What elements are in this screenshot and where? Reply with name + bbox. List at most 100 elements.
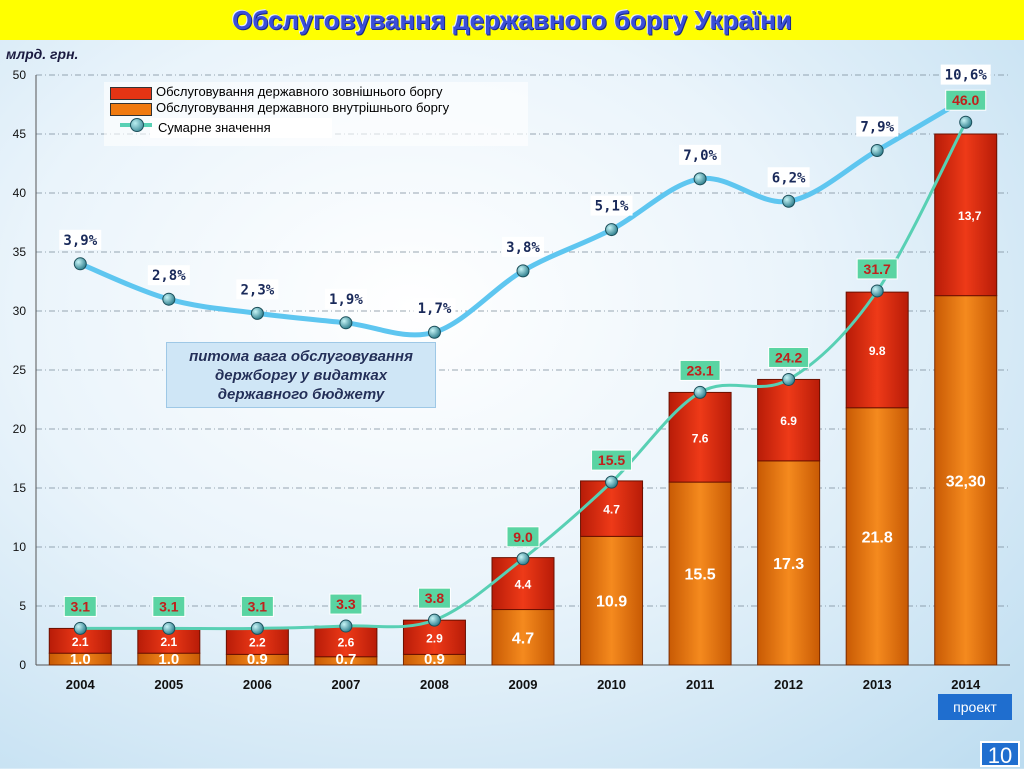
total-point <box>251 622 263 634</box>
share-point <box>871 145 883 157</box>
x-tick-label: 2004 <box>66 677 96 692</box>
total-point <box>960 116 972 128</box>
x-tick-label: 2010 <box>597 677 626 692</box>
share-point <box>694 173 706 185</box>
share-label: 2,3% <box>241 282 275 298</box>
bar-label-external: 6.9 <box>780 414 797 428</box>
bar-label-external: 4.4 <box>515 578 532 592</box>
legend-label-external: Обслуговування державного зовнішнього бо… <box>156 84 442 99</box>
total-label: 31.7 <box>864 261 891 277</box>
bar-label-external: 4.7 <box>603 503 620 517</box>
x-tick-label: 2005 <box>154 677 183 692</box>
bar-label-external: 9.8 <box>869 344 886 358</box>
y-tick-label: 0 <box>19 658 26 672</box>
bar-label-external: 2.6 <box>338 635 355 649</box>
legend-label-internal: Обслуговування державного внутрішнього б… <box>156 100 449 115</box>
share-point <box>340 317 352 329</box>
bar-label-internal: 10.9 <box>596 594 627 611</box>
y-tick-label: 15 <box>13 481 27 495</box>
legend-marker-sum <box>130 118 144 132</box>
share-point <box>783 195 795 207</box>
y-tick-label: 10 <box>13 540 27 554</box>
total-label: 3.3 <box>336 596 356 612</box>
total-label: 3.1 <box>248 598 268 614</box>
x-tick-label: 2008 <box>420 677 449 692</box>
total-point <box>606 476 618 488</box>
x-tick-label: 2009 <box>509 677 538 692</box>
x-tick-label: 2007 <box>331 677 360 692</box>
y-tick-label: 35 <box>13 245 27 259</box>
x-tick-label: 2012 <box>774 677 803 692</box>
total-label: 3.1 <box>159 598 179 614</box>
share-of-budget-note: питома вага обслуговування держборгу у в… <box>166 342 436 408</box>
chart-legend: Обслуговування державного зовнішнього бо… <box>104 82 528 146</box>
x-tick-label: 2011 <box>686 677 714 692</box>
bar-label-external: 2.1 <box>160 635 177 649</box>
share-note-line-2: держборгу у видатках <box>167 366 435 385</box>
share-label: 2,8% <box>152 268 186 284</box>
share-label: 6,2% <box>772 170 806 186</box>
total-point <box>340 620 352 632</box>
y-tick-label: 25 <box>13 363 27 377</box>
total-label: 9.0 <box>513 529 533 545</box>
share-label: 3,9% <box>63 233 97 249</box>
share-note-line-1: питома вага обслуговування <box>167 347 435 366</box>
share-label: 7,9% <box>860 120 894 136</box>
y-tick-label: 5 <box>19 599 26 613</box>
legend-swatch-internal <box>110 103 152 116</box>
x-tick-label: 2014 <box>951 677 981 692</box>
bar-label-internal: 0.9 <box>247 651 268 668</box>
y-tick-label: 30 <box>13 304 27 318</box>
share-label: 10,6% <box>945 68 988 84</box>
bar-label-external: 13,7 <box>958 209 982 223</box>
total-label: 15.5 <box>598 452 625 468</box>
total-point <box>517 553 529 565</box>
share-point <box>517 265 529 277</box>
share-label: 1,9% <box>329 292 363 308</box>
total-point <box>871 285 883 297</box>
share-point <box>606 224 618 236</box>
bar-label-internal: 0.7 <box>335 651 356 668</box>
legend-label-sum: Сумарне значення <box>158 120 271 135</box>
share-point <box>251 307 263 319</box>
share-point <box>428 326 440 338</box>
share-label: 7,0% <box>683 148 717 164</box>
bar-label-internal: 1.0 <box>158 651 179 668</box>
total-point <box>74 622 86 634</box>
total-label: 24.2 <box>775 349 802 365</box>
bar-label-external: 7.6 <box>692 431 709 445</box>
total-point <box>163 622 175 634</box>
total-point <box>783 373 795 385</box>
bar-label-internal: 32,30 <box>946 473 986 490</box>
total-label: 3.8 <box>425 590 445 606</box>
bar-label-external: 2.1 <box>72 635 89 649</box>
share-label: 1,7% <box>418 301 452 317</box>
total-label: 46.0 <box>952 92 979 108</box>
bar-label-external: 2.2 <box>249 635 266 649</box>
share-label: 3,8% <box>506 240 540 256</box>
y-tick-label: 50 <box>13 68 27 82</box>
bar-label-external: 2.9 <box>426 631 443 645</box>
bar-label-internal: 0.9 <box>424 651 445 668</box>
y-tick-label: 40 <box>13 186 27 200</box>
legend-swatch-external <box>110 87 152 100</box>
total-point <box>694 386 706 398</box>
x-tick-label: 2013 <box>863 677 892 692</box>
project-badge: проект <box>938 694 1012 720</box>
y-tick-label: 20 <box>13 422 27 436</box>
total-label: 23.1 <box>686 362 713 378</box>
y-tick-label: 45 <box>13 127 27 141</box>
share-point <box>74 258 86 270</box>
share-label: 5,1% <box>595 199 629 215</box>
legend-item-sum: Сумарне значення <box>158 120 271 136</box>
bar-label-internal: 1.0 <box>70 651 91 668</box>
x-tick-label: 2006 <box>243 677 272 692</box>
share-note-line-3: державного бюджету <box>167 385 435 404</box>
bar-label-internal: 21.8 <box>862 529 893 546</box>
page-number: 10 <box>980 741 1020 767</box>
total-point <box>428 614 440 626</box>
bar-label-internal: 17.3 <box>773 556 804 573</box>
total-label: 3.1 <box>71 598 91 614</box>
bar-label-internal: 15.5 <box>685 567 716 584</box>
bar-label-internal: 4.7 <box>512 630 534 647</box>
